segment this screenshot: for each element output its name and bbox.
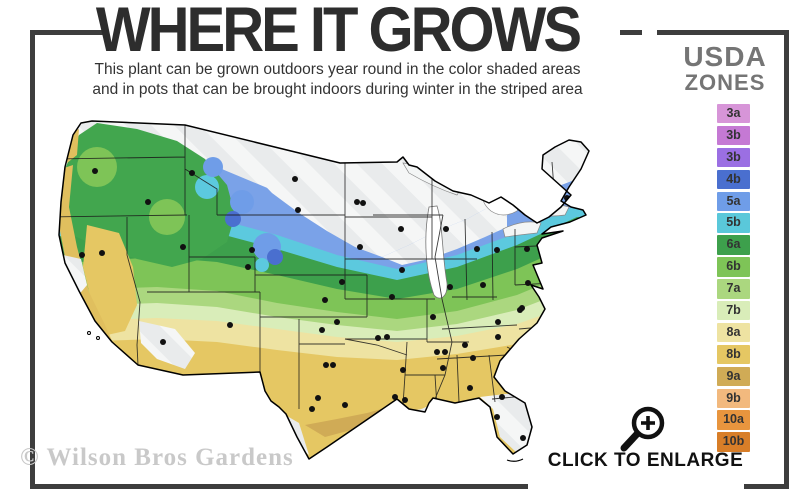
location-dot	[495, 334, 501, 340]
zone-swatch-9a: 9a	[717, 366, 750, 387]
frame-left	[30, 30, 35, 489]
frame-top-left	[30, 30, 105, 35]
location-dot	[145, 199, 151, 205]
zone-swatch-6b: 6b	[717, 257, 750, 277]
frame-bottom-right	[744, 484, 789, 489]
legend-title-line-2: ZONES	[684, 70, 766, 95]
location-dot	[545, 209, 551, 215]
frame-bottom-left	[30, 484, 528, 489]
location-dot	[579, 176, 585, 182]
location-dot	[292, 176, 298, 182]
zone-swatch-5a: 5a	[717, 191, 750, 211]
location-dot	[494, 414, 500, 420]
zone-swatch-10a: 10a	[717, 410, 750, 430]
frame-right	[784, 30, 789, 489]
location-dot	[330, 362, 336, 368]
location-dot	[189, 170, 195, 176]
location-dot	[443, 226, 449, 232]
location-dot	[295, 207, 301, 213]
zone-swatch-10b: 10b	[717, 432, 750, 452]
location-dot	[323, 362, 329, 368]
location-dot	[160, 339, 166, 345]
location-dot	[442, 349, 448, 355]
location-dot	[357, 244, 363, 250]
location-dot	[467, 385, 473, 391]
location-dot	[342, 402, 348, 408]
location-dot	[389, 294, 395, 300]
frame-title-dash	[620, 30, 642, 35]
frame-top-right	[657, 30, 789, 35]
location-dot	[315, 395, 321, 401]
location-dot	[495, 319, 501, 325]
usa-hardiness-zone-map[interactable]	[37, 107, 662, 475]
location-dot	[227, 322, 233, 328]
zone-swatch-6a: 6a	[717, 235, 750, 255]
location-dot	[79, 252, 85, 258]
zone-swatch-7b: 7b	[717, 301, 750, 321]
zone-swatch-3b: 3b	[717, 125, 750, 146]
page-title: WHERE IT GROWS	[95, 0, 582, 66]
zone-swatch-9b: 9b	[717, 388, 750, 408]
subtitle-line-1: This plant can be grown outdoors year ro…	[94, 61, 581, 78]
zone-swatch-3a: 3a	[717, 104, 750, 124]
location-dot	[517, 307, 523, 313]
subtitle-line-2: and in pots that can be brought indoors …	[92, 81, 583, 98]
location-dot	[494, 247, 500, 253]
location-dot	[462, 342, 468, 348]
location-dot	[447, 284, 453, 290]
zone-swatch-3b: 3b	[717, 147, 750, 168]
location-dot	[384, 334, 390, 340]
location-dot	[249, 247, 255, 253]
location-dot	[375, 335, 381, 341]
location-dot	[309, 406, 315, 412]
location-dot	[354, 199, 360, 205]
location-dot	[245, 264, 251, 270]
magnifier-plus-icon[interactable]	[600, 405, 680, 453]
legend-title-line-1: USDA	[683, 41, 767, 72]
location-dot	[470, 355, 476, 361]
location-dot	[434, 349, 440, 355]
watermark: © Wilson Bros Gardens	[20, 444, 294, 471]
location-dot	[360, 200, 366, 206]
subtitle: This plant can be grown outdoors year ro…	[30, 60, 645, 100]
legend-title: USDA ZONES	[660, 41, 790, 96]
location-dot	[322, 297, 328, 303]
location-dot	[398, 226, 404, 232]
location-dot	[180, 244, 186, 250]
location-dot	[334, 319, 340, 325]
zone-legend: 3a 3b 3b 4b 5a 5b 6a 6b 7a 7b 8a 8b 9a 9b 10a 10b	[717, 104, 750, 452]
location-dot	[524, 246, 530, 252]
location-dot	[440, 365, 446, 371]
location-dot	[92, 168, 98, 174]
zone-swatch-5b: 5b	[717, 213, 750, 233]
location-dot	[339, 279, 345, 285]
location-dot	[480, 282, 486, 288]
location-dot	[549, 182, 555, 188]
zone-swatch-7a: 7a	[717, 279, 750, 299]
location-dot	[400, 367, 406, 373]
location-dot	[399, 267, 405, 273]
location-dot	[554, 297, 560, 303]
location-dot	[525, 280, 531, 286]
location-dot	[474, 246, 480, 252]
zone-swatch-8b: 8b	[717, 344, 750, 365]
location-dot	[430, 314, 436, 320]
location-dot	[99, 250, 105, 256]
location-dot	[402, 397, 408, 403]
location-dot	[520, 435, 526, 441]
location-dot	[319, 327, 325, 333]
location-dot	[499, 394, 505, 400]
click-to-enlarge-button[interactable]: CLICK TO ENLARGE	[547, 450, 744, 471]
zone-swatch-4b: 4b	[717, 169, 750, 190]
zone-swatch-8a: 8a	[717, 322, 750, 343]
